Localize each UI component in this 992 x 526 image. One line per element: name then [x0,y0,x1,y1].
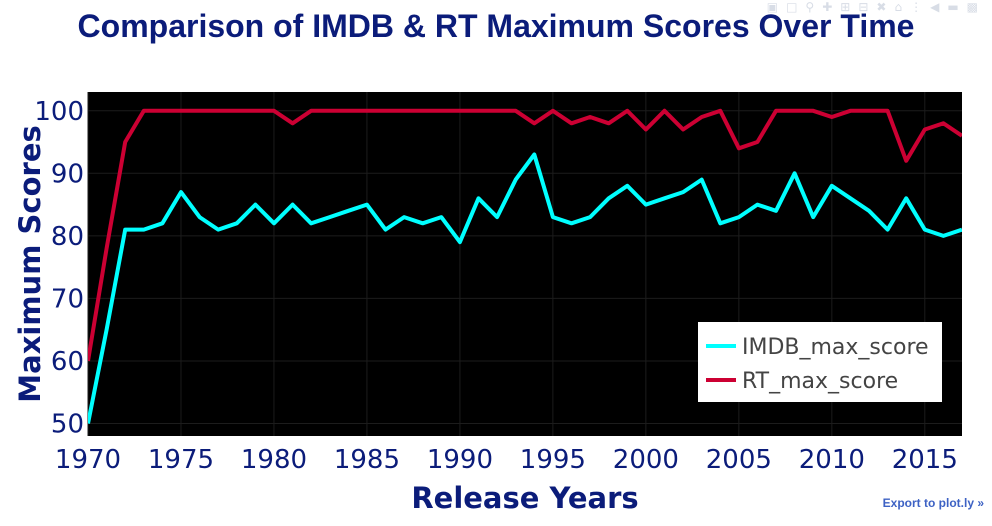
x-tick-label: 1970 [55,445,121,475]
pan-icon[interactable]: ✚ [822,0,833,14]
y-tick-label: 80 [51,222,84,252]
zoom-in-icon[interactable]: ⊞ [840,0,851,14]
x-tick-label: 1980 [241,445,307,475]
spike-icon[interactable]: ⋮ [910,0,923,14]
chart-title: Comparison of IMDB & RT Maximum Scores O… [77,8,915,44]
x-tick-label: 2005 [706,445,772,475]
series-line-rt[interactable] [88,108,962,362]
zoom-out-icon[interactable]: ⊟ [858,0,869,14]
reset-axes-icon[interactable]: ⌂ [894,0,903,14]
y-tick-label: 90 [51,159,84,189]
camera-icon[interactable]: ▣ [766,0,779,14]
x-tick-label: 2010 [799,445,865,475]
y-tick-label: 100 [34,97,84,127]
series-lines [88,108,962,424]
save-icon[interactable]: □ [786,0,798,14]
x-tick-label: 2000 [613,445,679,475]
x-axis-ticks: 1970 1975 1980 1985 1990 1995 2000 2005 2010 2015 [55,445,958,475]
legend: IMDB_max_score RT_max_score [698,322,942,402]
x-axis-title: Release Years [411,481,638,515]
legend-box [698,322,942,402]
series-line-imdb[interactable] [88,152,962,424]
x-tick-label: 1995 [520,445,586,475]
y-axis-title: Maximum Scores [13,125,47,402]
x-tick-label: 1985 [334,445,400,475]
legend-label-imdb: IMDB_max_score [742,335,929,360]
hover-compare-icon[interactable]: ▬ [947,0,959,14]
y-tick-label: 60 [51,347,84,377]
x-tick-label: 1990 [427,445,493,475]
y-tick-label: 50 [51,409,84,439]
y-axis-ticks: 50 60 70 80 90 100 [34,97,84,440]
autoscale-icon[interactable]: ✖ [876,0,887,14]
x-tick-label: 2015 [892,445,958,475]
x-tick-label: 1975 [148,445,214,475]
plotly-logo-icon[interactable]: ▩ [966,0,978,14]
y-tick-label: 70 [51,284,84,314]
legend-label-rt: RT_max_score [742,369,898,394]
modebar: ▣ □ ⚲ ✚ ⊞ ⊟ ✖ ⌂ ⋮ ◀ ▬ ▩ [767,0,978,14]
hover-closest-icon[interactable]: ◀ [930,0,940,14]
export-link[interactable]: Export to plot.ly » [882,496,984,510]
zoom-icon[interactable]: ⚲ [805,0,815,14]
